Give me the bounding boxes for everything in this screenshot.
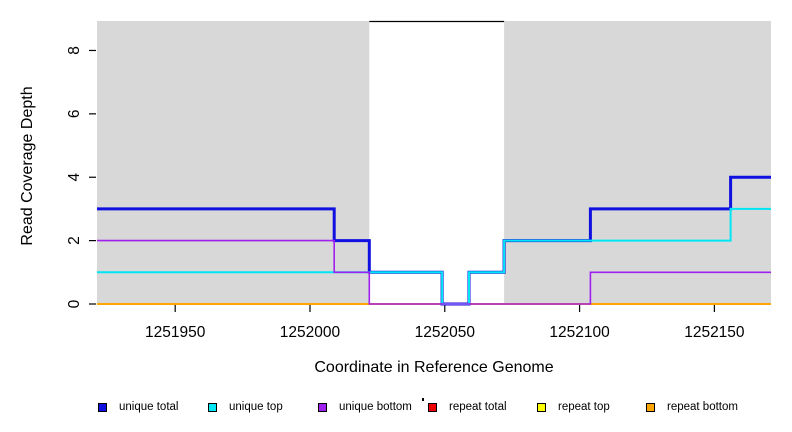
legend-swatch-unique-total <box>98 402 107 412</box>
y-tick-label: 8 <box>66 46 83 55</box>
x-tick-label: 1251950 <box>145 324 206 341</box>
legend-label: repeat bottom <box>667 401 738 413</box>
legend-item-unique-bottom: unique bottom <box>318 401 412 413</box>
y-tick-label: 0 <box>66 299 83 308</box>
series-unique-top <box>97 207 771 305</box>
y-tick-label: 2 <box>66 236 83 245</box>
legend-item-repeat-bottom: repeat bottom <box>646 401 738 413</box>
legend-swatch-repeat-top <box>537 402 546 412</box>
stray-mark <box>422 398 424 401</box>
x-tick-label: 1252150 <box>684 324 745 341</box>
legend-label: unique top <box>229 401 283 413</box>
highlight-region <box>369 21 505 304</box>
y-axis-label: Read Coverage Depth <box>19 86 36 246</box>
legend-label: repeat top <box>558 401 610 413</box>
legend: unique total unique top unique bottom repea… <box>0 401 792 416</box>
legend-label: unique bottom <box>339 401 412 413</box>
legend-item-unique-total: unique total <box>98 401 179 413</box>
x-tick-label: 1252100 <box>549 324 610 341</box>
legend-label: unique total <box>119 401 179 413</box>
y-tick-label: 6 <box>66 110 83 119</box>
legend-label: repeat total <box>449 401 507 413</box>
legend-item-repeat-total: repeat total <box>428 401 507 413</box>
y-tick-label: 4 <box>66 173 83 182</box>
legend-item-unique-top: unique top <box>208 401 283 413</box>
legend-swatch-unique-bottom <box>318 402 327 412</box>
x-axis-label: Coordinate in Reference Genome <box>314 359 554 376</box>
legend-swatch-unique-top <box>208 402 217 412</box>
legend-swatch-repeat-total <box>428 402 437 412</box>
x-tick-label: 1252000 <box>280 324 341 341</box>
legend-item-repeat-top: repeat top <box>537 401 610 413</box>
x-tick-label: 1252050 <box>415 324 476 341</box>
series-unique-bottom <box>97 239 771 305</box>
legend-swatch-repeat-bottom <box>646 402 655 412</box>
